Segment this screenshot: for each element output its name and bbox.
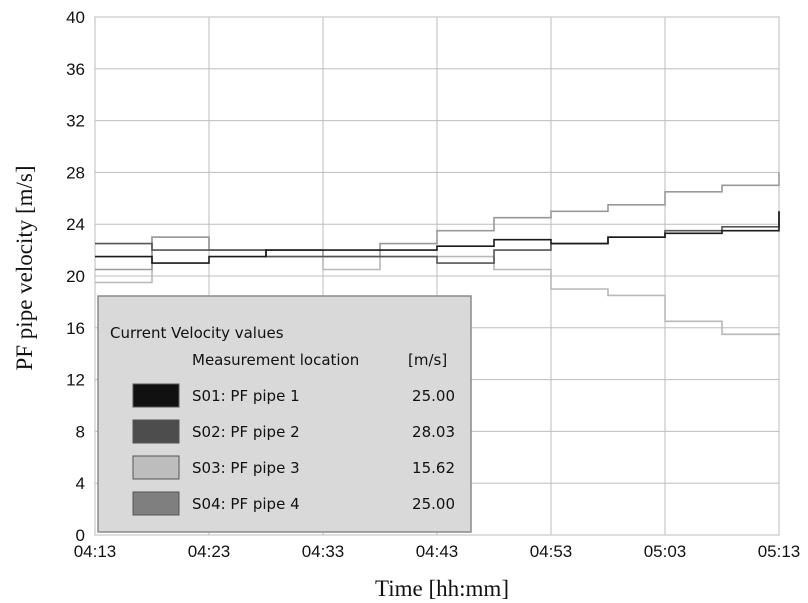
legend-box: Current Velocity values Measurement loca… [97,295,472,533]
y-tick-label: 32 [66,112,85,131]
y-tick-label: 4 [76,474,85,493]
x-tick-label: 04:23 [188,542,231,561]
y-tick-label: 8 [76,422,85,441]
legend-label: S02: PF pipe 2 [192,423,300,441]
series-line-4 [95,172,780,271]
y-tick-label: 36 [66,60,85,79]
x-tick-labels: 04:13 04:23 04:33 04:43 04:53 05:03 05:13 [74,542,801,561]
x-tick-label: 05:03 [644,542,687,561]
legend-swatch [132,491,180,516]
y-tick-label: 24 [66,215,85,234]
legend-entries: S01: PF pipe 1 25.00 S02: PF pipe 2 28.03 S0… [132,383,455,516]
x-tick-label: 05:13 [758,542,801,561]
grid [94,16,780,536]
y-tick-label: 12 [66,371,85,390]
legend-label: S01: PF pipe 1 [192,387,300,405]
series-line-1 [95,211,780,264]
legend-swatch [132,455,180,480]
x-axis-title: Time [hh:mm] [375,576,509,601]
y-tick-label: 0 [76,526,85,545]
legend-value: 25.00 [412,495,455,513]
series-line-2 [95,211,780,264]
legend-location-header: Measurement location [192,351,359,369]
legend-value: 28.03 [412,423,455,441]
legend-value: 25.00 [412,387,455,405]
y-axis-title: PF pipe velocity [m/s] [12,165,37,370]
legend-swatch [132,419,180,444]
legend-value: 15.62 [412,459,455,477]
y-tick-label: 20 [66,267,85,286]
x-tick-label: 04:33 [302,542,345,561]
legend-swatch [132,383,180,408]
legend-title: Current Velocity values [110,324,284,342]
x-tick-label: 04:53 [530,542,573,561]
series-lines [95,172,780,336]
y-tick-label: 40 [66,8,85,27]
legend-unit-header: [m/s] [408,351,447,369]
y-tick-label: 28 [66,163,85,182]
y-tick-label: 16 [66,319,85,338]
x-tick-label: 04:13 [74,542,117,561]
legend-label: S03: PF pipe 3 [192,459,300,477]
x-tick-label: 04:43 [416,542,459,561]
y-tick-labels: 0 4 8 12 16 20 24 28 32 36 40 [66,8,85,545]
legend-label: S04: PF pipe 4 [192,495,300,513]
